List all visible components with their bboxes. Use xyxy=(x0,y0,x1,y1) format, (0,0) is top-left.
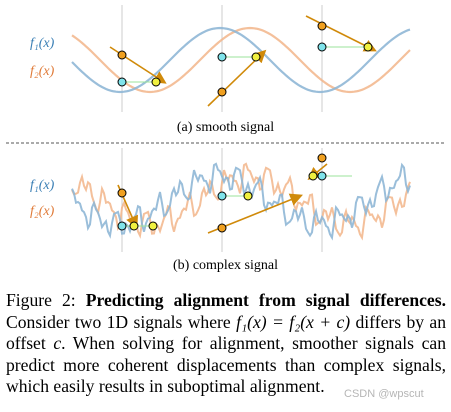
f2-point xyxy=(317,21,327,31)
f2-point xyxy=(217,223,227,233)
displacement-arrow xyxy=(305,15,377,52)
matched-point xyxy=(251,52,261,62)
matched-point xyxy=(363,42,373,52)
f2-point xyxy=(217,87,227,97)
legend-f1: f₁(x) xyxy=(30,36,55,51)
f2-point xyxy=(117,188,127,198)
f1-point xyxy=(217,191,227,201)
legend-f2: f₂(x) xyxy=(30,64,55,79)
matched-point xyxy=(151,77,161,87)
legend-f1: f₁(x) xyxy=(30,178,55,193)
matched-point xyxy=(148,221,158,231)
f2-curve xyxy=(71,26,411,94)
panel-b-plot: f₁(x) f₂(x) xyxy=(30,148,411,252)
f1-curve xyxy=(71,26,411,94)
f1-point xyxy=(317,171,327,181)
matched-point xyxy=(243,191,253,201)
f1-point xyxy=(217,52,227,62)
panel-b-caption: (b) complex signal xyxy=(173,258,278,273)
caption-text-2: differs by an offset xyxy=(6,311,447,354)
f2-point xyxy=(117,50,127,60)
caption-equation: f₁(x) = f₂(x + c) xyxy=(236,311,351,332)
caption-text-3: . When solving for alignment, smoother s… xyxy=(6,333,446,396)
figure-title: Predicting alignment from signal differe… xyxy=(85,290,446,310)
matched-point xyxy=(129,221,139,231)
f1-point xyxy=(117,221,127,231)
watermark: CSDN @wpscut xyxy=(344,388,424,400)
f1-point xyxy=(317,42,327,52)
caption-text-1: Consider two 1D signals where xyxy=(6,311,237,332)
panel-a-caption: (a) smooth signal xyxy=(176,120,275,135)
caption-offset-symbol: c xyxy=(53,333,62,353)
panel-a-plot: f₁(x) f₂(x) xyxy=(30,5,411,112)
matched-point xyxy=(308,171,318,181)
f2-point xyxy=(317,153,327,163)
figure-graphic: f₁(x) f₂(x) f₁(x) f₂(x) xyxy=(6,5,445,252)
f1-point xyxy=(117,77,127,87)
figure-label: Figure 2: xyxy=(6,290,76,310)
legend-f2: f₂(x) xyxy=(30,204,55,219)
figure-caption: Figure 2: Predicting alignment from sign… xyxy=(6,290,446,398)
